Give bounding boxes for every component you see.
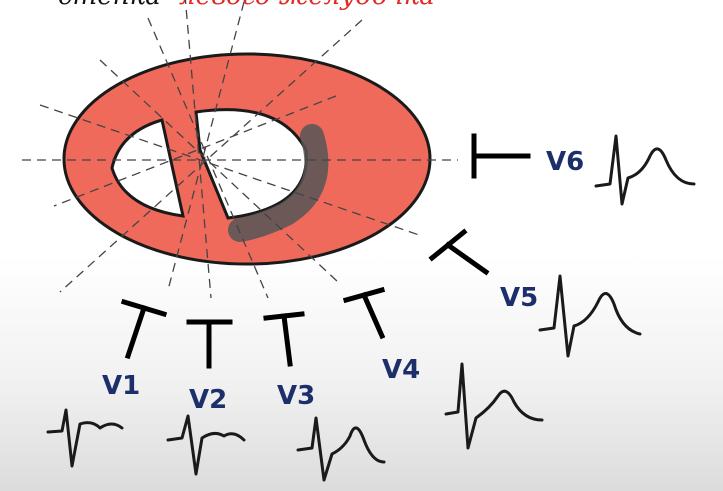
electrodes bbox=[120, 133, 531, 369]
lead-label-v3: V3 bbox=[277, 381, 315, 411]
electrode-v1 bbox=[120, 298, 168, 360]
ecg-wave-v4 bbox=[444, 362, 544, 450]
ecg-wave-v2 bbox=[166, 414, 246, 476]
electrode-v6 bbox=[471, 133, 531, 179]
title-part-2: левого желудочка bbox=[179, 0, 435, 11]
lead-label-v5: V5 bbox=[500, 283, 538, 313]
electrode-v4 bbox=[342, 286, 386, 340]
lead-label-v6: V6 bbox=[546, 147, 584, 177]
diagram-title: стенка левого желудочка bbox=[58, 0, 435, 11]
lead-axis-lines bbox=[22, 0, 458, 299]
ecg-wave-v1 bbox=[46, 408, 124, 468]
title-part-1: стенка bbox=[58, 0, 161, 11]
electrode-v5 bbox=[428, 228, 490, 276]
lead-label-v4: V4 bbox=[382, 355, 420, 385]
infarct-zone bbox=[228, 124, 329, 242]
electrode-v3 bbox=[263, 311, 305, 367]
ecg-wave-v6 bbox=[594, 134, 696, 206]
electrode-v2 bbox=[186, 319, 233, 369]
ecg-waveforms bbox=[46, 134, 696, 482]
ecg-wave-v5 bbox=[538, 274, 642, 358]
ecg-wave-v3 bbox=[296, 416, 386, 482]
lead-label-v2: V2 bbox=[189, 385, 227, 415]
lead-label-v1: V1 bbox=[102, 371, 140, 401]
